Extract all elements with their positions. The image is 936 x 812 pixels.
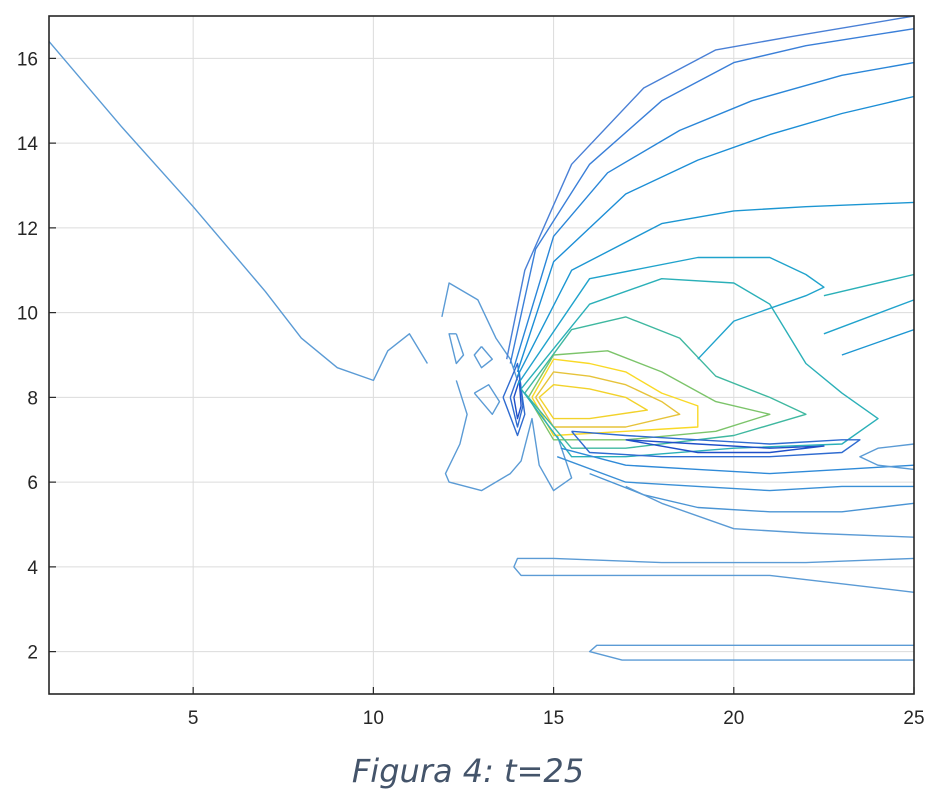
figure-caption: Figura 4: t=25 xyxy=(351,752,585,790)
contour-line-13 xyxy=(524,316,807,449)
x-tick-label: 20 xyxy=(723,708,744,729)
contour-line-31 xyxy=(513,557,915,593)
y-tick-labels: 2 4 6 8 10 12 14 16 xyxy=(17,49,56,664)
contour-line-32 xyxy=(588,644,914,661)
contour-line-11 xyxy=(538,384,648,420)
contour-line-19 xyxy=(509,28,915,364)
contour-line-0 xyxy=(48,40,428,382)
contour-line-14 xyxy=(520,278,879,458)
y-tick-label: 8 xyxy=(27,388,38,409)
contour-line-27 xyxy=(556,456,914,492)
x-tick-label: 15 xyxy=(543,708,564,729)
contour-line-20 xyxy=(506,15,915,360)
contour-line-26 xyxy=(560,447,915,475)
y-tick-label: 6 xyxy=(27,473,38,494)
contour-line-15 xyxy=(516,256,825,386)
y-tick-label: 4 xyxy=(27,558,38,579)
y-tick-label: 14 xyxy=(17,134,39,155)
contour-line-23 xyxy=(841,328,915,356)
contour-line-4 xyxy=(444,380,573,492)
x-tick-label: 5 xyxy=(188,708,199,729)
contour-lines xyxy=(48,15,915,661)
contour-line-2 xyxy=(448,333,465,365)
contour-line-6 xyxy=(502,362,526,437)
grid-lines xyxy=(49,16,915,694)
contour-line-21 xyxy=(823,273,915,297)
contour-line-25 xyxy=(625,439,825,454)
contour-line-1 xyxy=(441,282,519,381)
contour-line-30 xyxy=(859,443,915,471)
x-tick-label: 10 xyxy=(363,708,384,729)
y-tick-label: 16 xyxy=(17,49,38,70)
axes-box xyxy=(48,15,915,695)
contour-line-17 xyxy=(516,95,915,373)
contour-line-22 xyxy=(823,299,915,335)
contour-line-29 xyxy=(625,485,915,538)
x-tick-label: 25 xyxy=(903,708,924,729)
contour-line-18 xyxy=(513,61,915,368)
contour-line-3 xyxy=(473,346,493,369)
x-tick-labels: 5 10 15 20 25 xyxy=(188,687,925,729)
contour-line-16 xyxy=(516,201,915,377)
y-tick-label: 2 xyxy=(27,643,38,664)
contour-line-5 xyxy=(473,384,501,415)
contour-line-12 xyxy=(527,350,771,441)
y-tick-label: 10 xyxy=(17,304,38,325)
contour-line-8 xyxy=(513,379,522,420)
y-tick-label: 12 xyxy=(17,219,38,240)
contour-line-24 xyxy=(571,430,861,458)
contour-line-10 xyxy=(535,371,681,428)
contour-plot: 5 10 15 20 25 2 4 6 8 10 12 14 16 xyxy=(17,15,925,729)
contour-line-7 xyxy=(509,371,524,428)
